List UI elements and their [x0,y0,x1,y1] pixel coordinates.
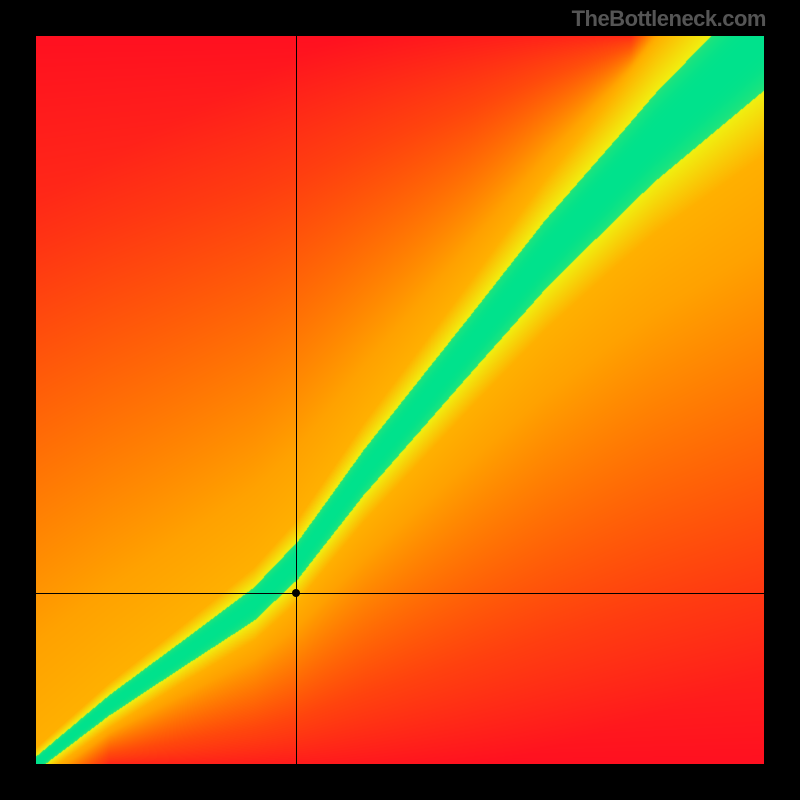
figure-container: TheBottleneck.com [0,0,800,800]
plot-area [36,36,764,764]
watermark-text: TheBottleneck.com [572,6,766,32]
heatmap-canvas [36,36,764,764]
